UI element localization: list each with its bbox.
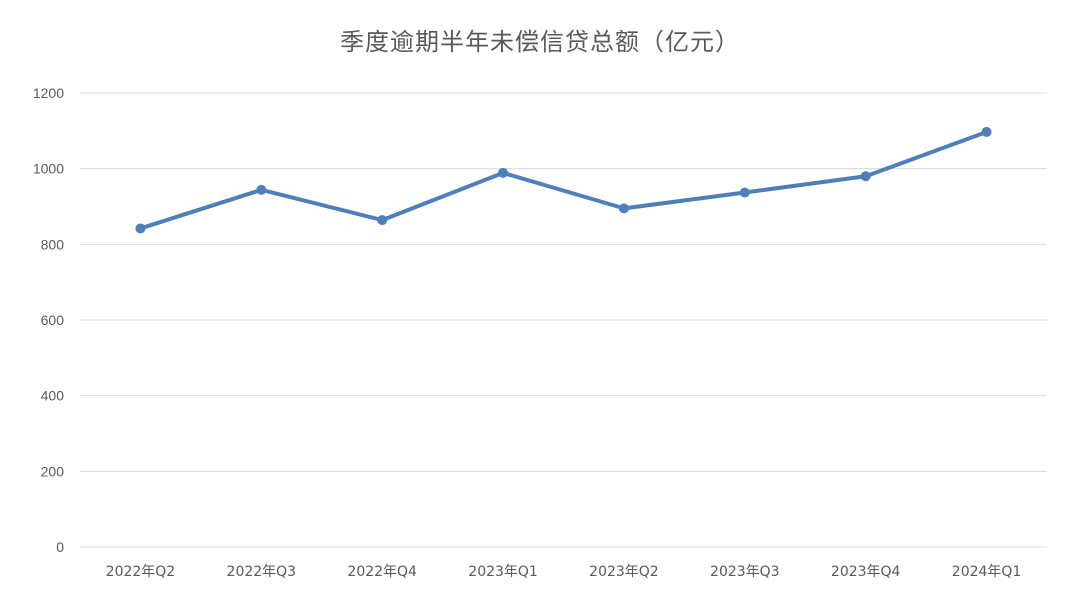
x-tick-label: 2023年Q4 <box>831 564 901 580</box>
x-tick-label: 2022年Q3 <box>227 564 297 580</box>
x-tick-label: 2022年Q2 <box>106 564 176 580</box>
data-point <box>256 184 267 195</box>
x-axis-labels: 2022年Q2 2022年Q3 2022年Q4 2023年Q1 2023年Q2 2023年… <box>106 564 1022 580</box>
data-point <box>377 215 388 226</box>
y-tick-label: 600 <box>41 312 65 328</box>
series-line <box>138 129 989 231</box>
data-point <box>981 126 992 137</box>
x-tick-label: 2023年Q1 <box>468 564 538 580</box>
data-point <box>860 171 871 182</box>
data-point <box>618 203 629 214</box>
y-tick-label: 1200 <box>33 85 64 101</box>
x-tick-label: 2023年Q2 <box>589 564 659 580</box>
x-tick-label: 2023年Q3 <box>710 564 780 580</box>
y-axis-labels: 0 200 400 600 800 1000 1200 <box>33 85 64 555</box>
x-tick-label: 2024年Q1 <box>952 564 1022 580</box>
y-tick-label: 0 <box>56 539 64 555</box>
y-tick-label: 800 <box>41 236 65 252</box>
x-tick-label: 2022年Q4 <box>347 564 417 580</box>
y-tick-label: 400 <box>41 388 65 404</box>
data-point <box>498 167 509 178</box>
y-tick-label: 200 <box>41 463 65 479</box>
data-point <box>739 187 750 198</box>
y-tick-label: 1000 <box>33 161 64 177</box>
series-layer <box>135 126 992 234</box>
chart-title: 季度逾期半年未偿信贷总额（亿元） <box>340 28 740 56</box>
data-point <box>135 223 146 234</box>
